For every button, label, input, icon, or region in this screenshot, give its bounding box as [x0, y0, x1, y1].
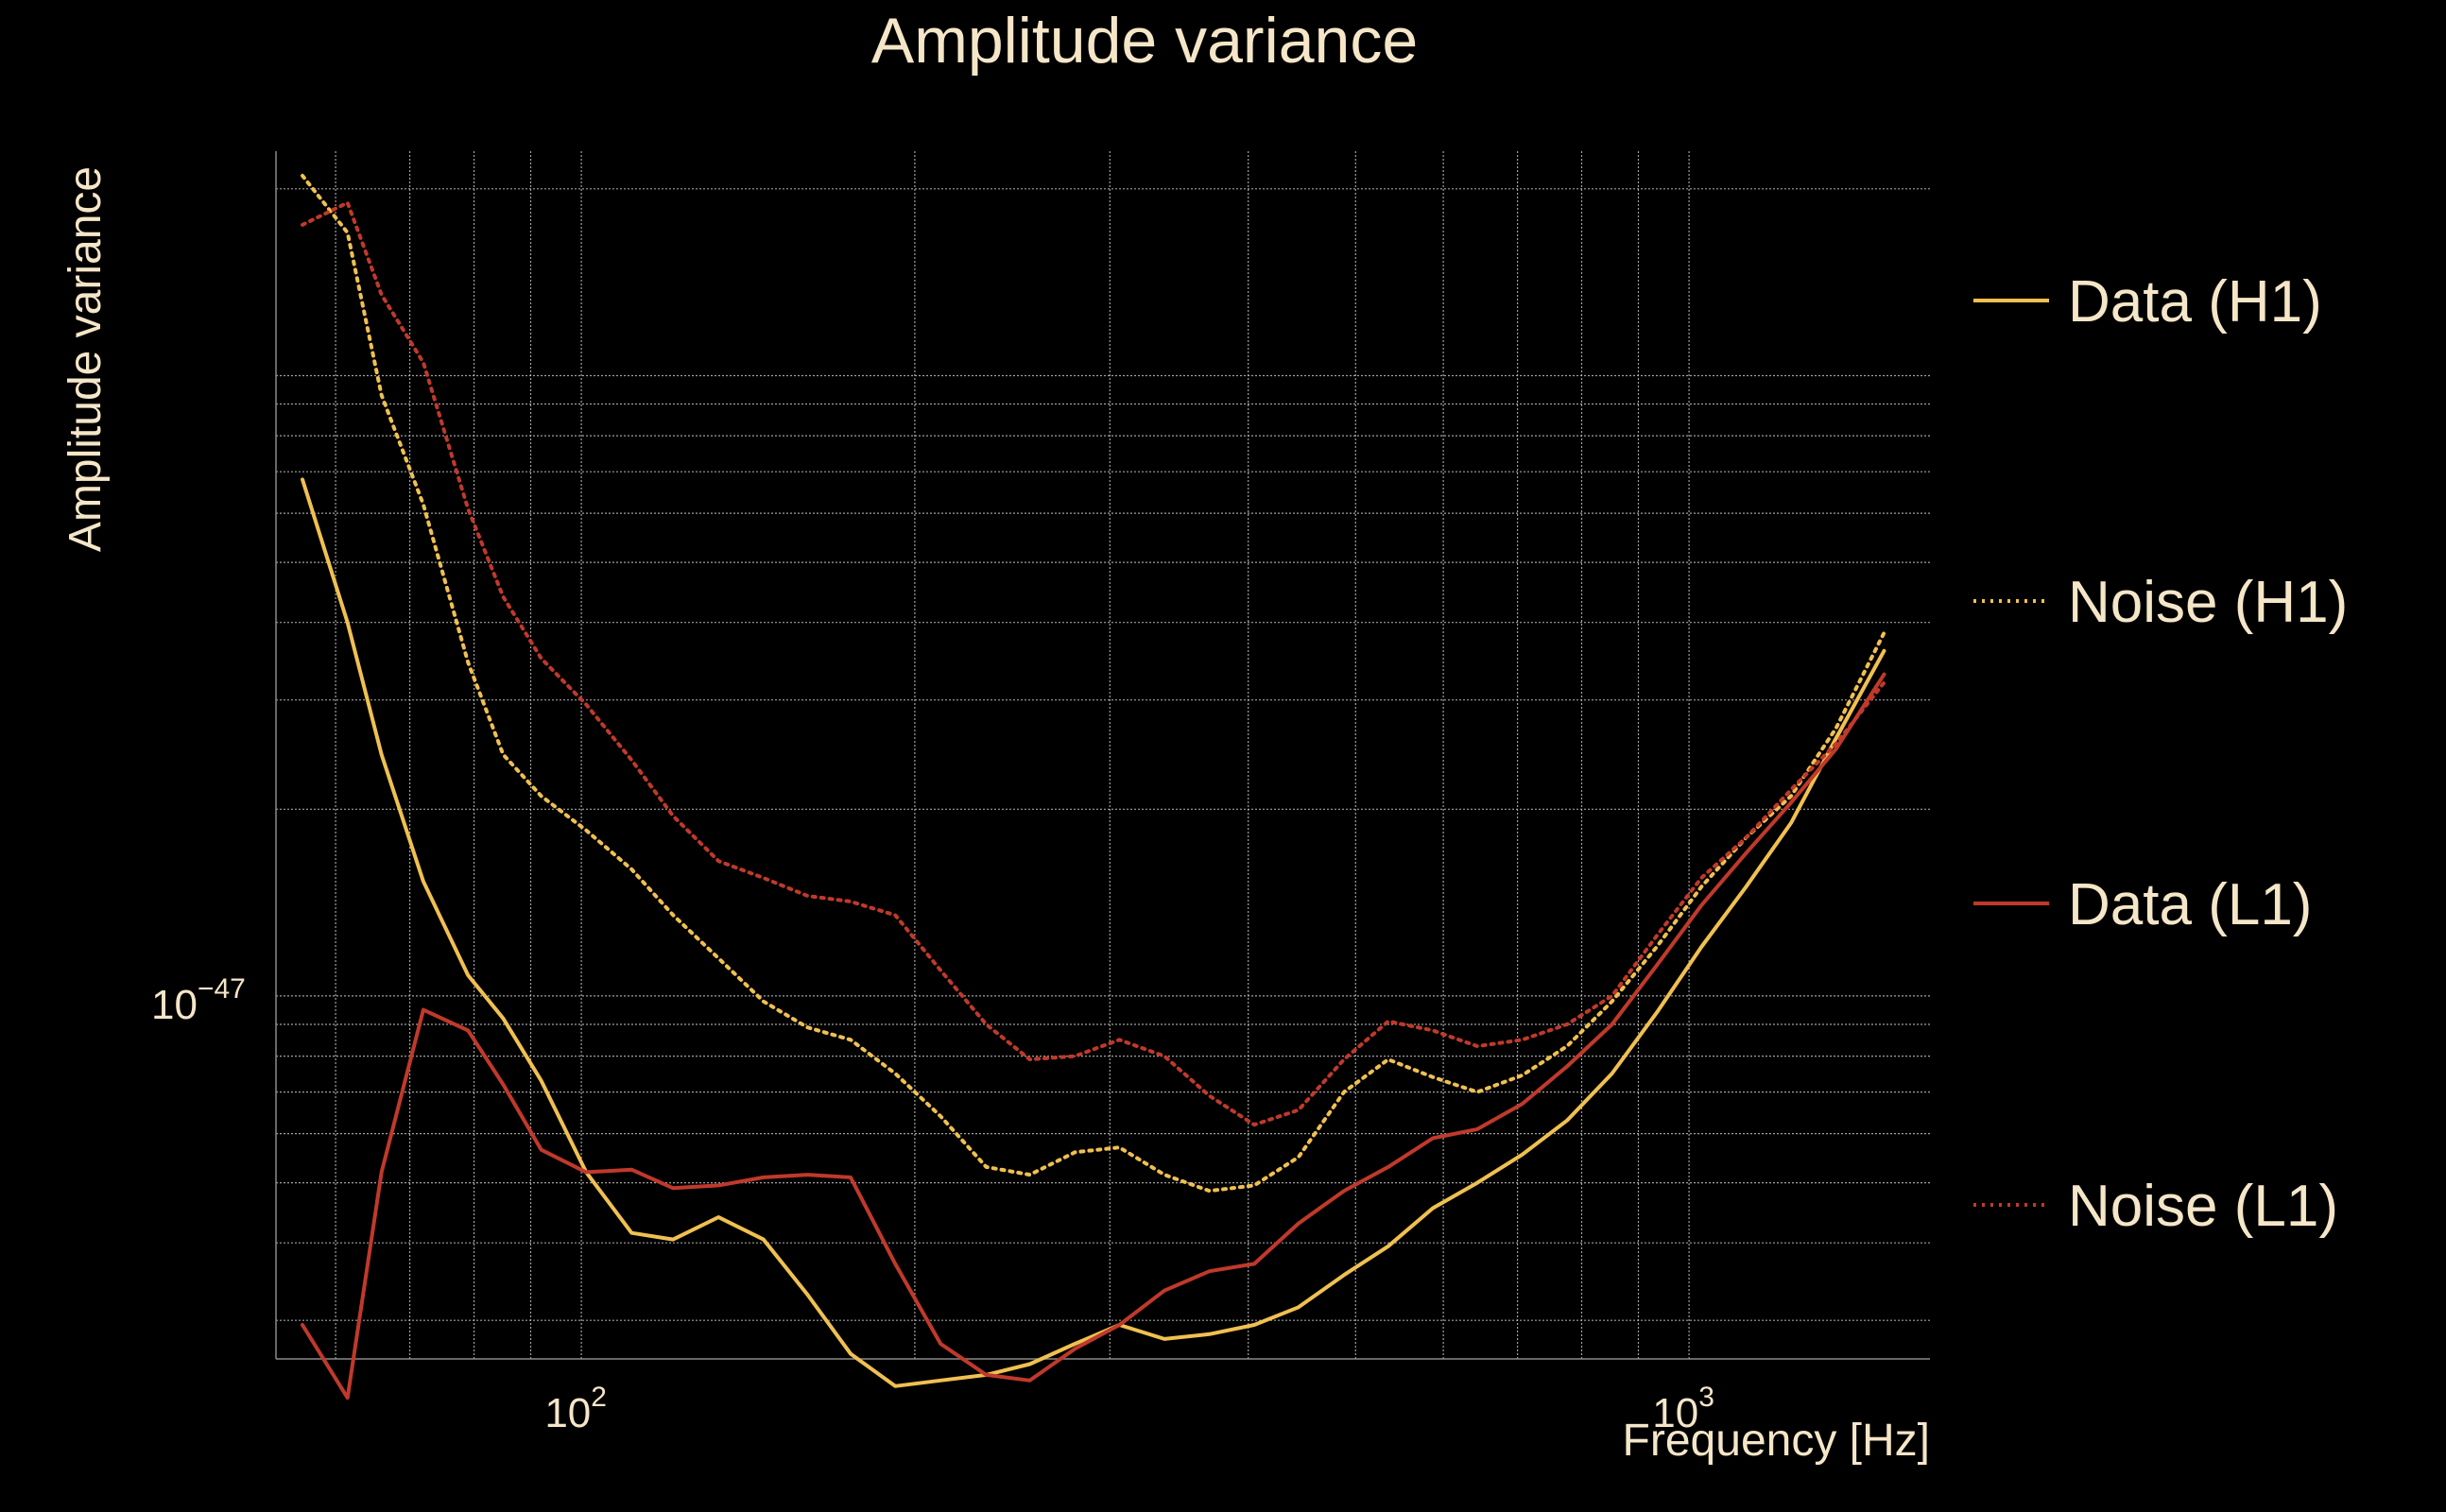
x-axis-label: Frequency [Hz]	[1623, 1416, 1930, 1466]
series-line-data-l1	[301, 672, 1886, 1400]
series-line-noise-h1	[301, 173, 1886, 1194]
x-tick-label: 103	[1652, 1382, 1714, 1436]
series-line-data-h1	[301, 477, 1886, 1388]
legend-label-noise-h1: Noise (H1)	[2068, 570, 2348, 635]
grid	[276, 151, 1930, 1359]
series-line-noise-l1	[301, 200, 1886, 1127]
tick-labels: 102 103 10−47	[151, 973, 1714, 1436]
chart-title: Amplitude variance	[871, 5, 1418, 77]
y-axis-label: Amplitude variance	[60, 166, 111, 552]
legend-label-data-l1: Data (L1)	[2068, 872, 2312, 937]
plot-area	[301, 173, 1886, 1400]
legend: Data (H1) Noise (H1) Data (L1) Noise (L1)	[1973, 269, 2348, 1239]
legend-label-noise-l1: Noise (L1)	[2068, 1174, 2338, 1239]
axes	[275, 151, 1930, 1360]
y-tick-label: 10−47	[151, 973, 246, 1028]
legend-label-data-h1: Data (H1)	[2068, 269, 2322, 335]
x-tick-label: 102	[544, 1382, 607, 1436]
